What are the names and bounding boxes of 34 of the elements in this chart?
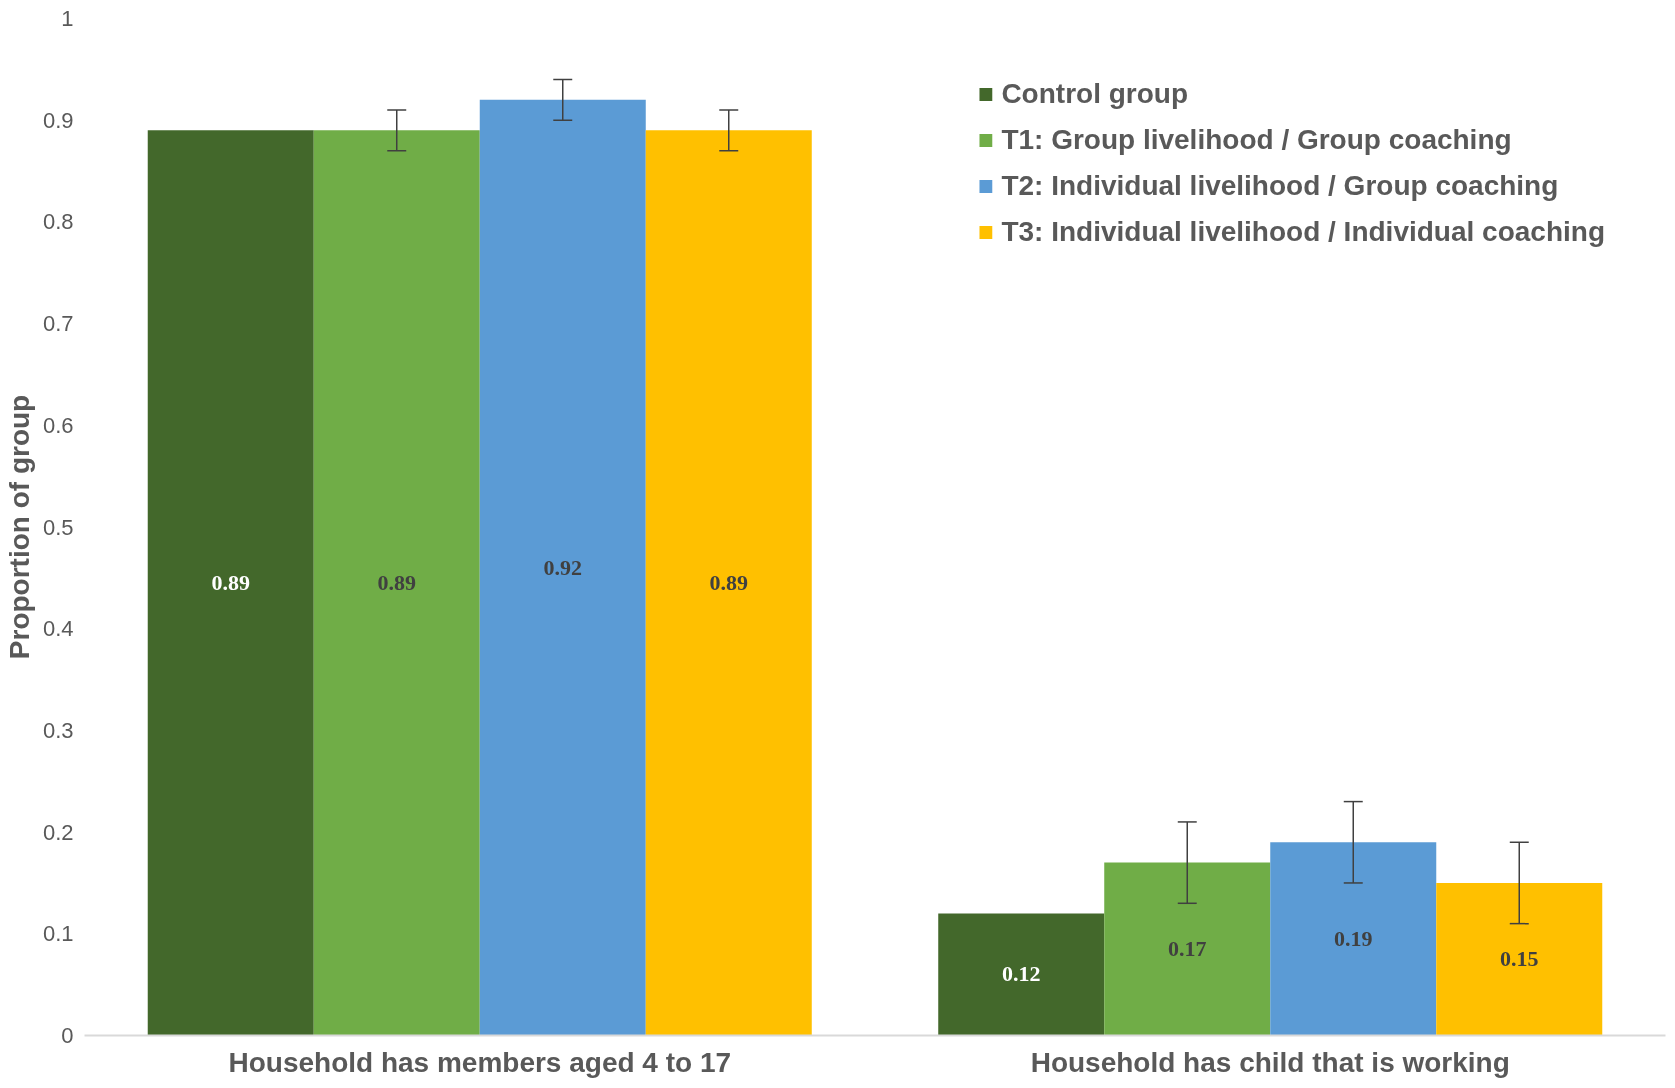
legend-label: T2: Individual livelihood / Group coaching — [1001, 170, 1559, 202]
legend-label: T3: Individual livelihood / Individual coaching — [1001, 216, 1605, 248]
y-tick-label: 0.9 — [42, 107, 74, 133]
y-tick-label: 0.1 — [42, 921, 74, 947]
y-tick-label: 0.5 — [42, 514, 74, 540]
y-tick-label: 0.2 — [42, 819, 74, 845]
bar — [1104, 862, 1271, 1036]
y-tick-label: 0.8 — [42, 209, 74, 235]
data-label: 0.89 — [377, 569, 416, 595]
legend-label: T1: Group livelihood / Group coaching — [1001, 124, 1512, 156]
data-label: 0.89 — [709, 569, 749, 595]
data-label: 0.92 — [543, 554, 582, 580]
bar — [1436, 882, 1603, 1036]
y-tick-label: 1 — [61, 6, 74, 31]
data-label: 0.89 — [211, 569, 250, 595]
y-tick-label: 0.4 — [42, 616, 74, 642]
data-label: 0.17 — [1168, 936, 1207, 962]
data-label: 0.12 — [1001, 961, 1041, 987]
y-tick-label: 0 — [61, 1023, 74, 1048]
data-label: 0.15 — [1500, 946, 1539, 972]
y-tick-label: 0.6 — [42, 412, 74, 438]
bar — [147, 130, 314, 1036]
bar — [938, 913, 1105, 1036]
x-tick-label: Household has child that is working — [1030, 1046, 1510, 1078]
bar — [1270, 842, 1437, 1036]
y-tick-label: 0.3 — [42, 717, 74, 743]
bar — [479, 99, 646, 1036]
x-tick-label: Household has members aged 4 to 17 — [228, 1046, 732, 1078]
legend-label: Control group — [1001, 78, 1188, 110]
bar — [645, 130, 812, 1036]
data-label: 0.19 — [1334, 925, 1373, 951]
bar — [313, 130, 480, 1036]
y-axis-title: Proportion of group — [3, 394, 35, 660]
y-tick-label: 0.7 — [42, 311, 74, 337]
